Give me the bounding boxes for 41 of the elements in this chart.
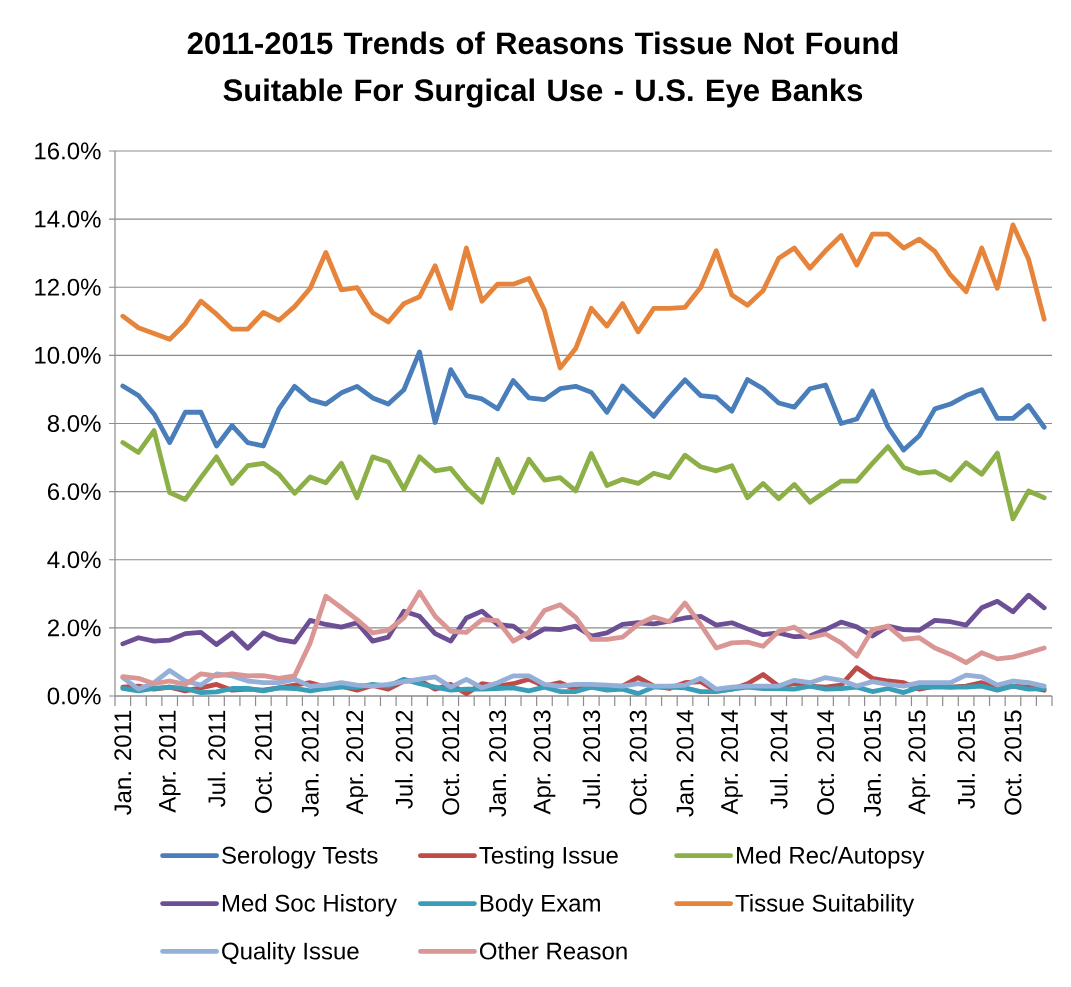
x-tick-label: Jul. 2014	[769, 710, 788, 809]
x-tick-label: Apr. 2011	[158, 710, 181, 813]
line-series	[120, 349, 1047, 453]
legend-label: Serology Tests	[222, 846, 378, 869]
y-tick-label: 12.0%	[35, 278, 101, 296]
x-tick-label: Apr. 2013	[533, 710, 556, 815]
x-tick-label: Jan. 2014	[676, 710, 694, 817]
x-tick-label: Oct. 2013	[629, 710, 647, 815]
legend-label: Med Soc History	[222, 894, 397, 917]
legend-label: Tissue Suitability	[735, 894, 915, 917]
legend-label: Body Exam	[480, 894, 600, 917]
x-tick-label: Oct. 2014	[817, 710, 835, 815]
x-tick-label: Apr. 2012	[346, 710, 368, 815]
chart-title: 2011-2015 Trends of Reasons Tissue Not Found Suitable For Surgical Use - U.S. Eye Banks	[187, 31, 898, 108]
x-tick-label: Oct. 2012	[442, 710, 460, 815]
x-tick-label: Oct. 2015	[1004, 710, 1022, 815]
y-tick-label: 6.0%	[47, 483, 101, 501]
legend-label: Other Reason	[479, 941, 627, 960]
x-tick-label: Oct. 2011	[254, 710, 272, 813]
line-series	[120, 589, 1047, 687]
x-tick-label: Jan. 2015	[863, 710, 881, 817]
y-tick-label: 16.0%	[35, 142, 101, 160]
y-tick-label: 14.0%	[35, 210, 101, 228]
legend-label: Med Rec/Autopsy	[737, 846, 925, 869]
x-tick-label: Jan. 2013	[489, 710, 507, 817]
y-tick-label: 8.0%	[47, 415, 101, 432]
y-tick-label: 2.0%	[47, 619, 101, 637]
y-tick-label: 0.0%	[47, 687, 101, 705]
x-tick-label: Jan. 2011	[114, 710, 132, 816]
line-series	[120, 428, 1047, 522]
x-tick-label: Apr. 2014	[721, 710, 743, 815]
x-tick-label: Apr. 2015	[908, 710, 931, 815]
x-tick-label: Jul. 2011	[207, 710, 226, 807]
x-tick-label: Jul. 2012	[395, 710, 413, 809]
legend-label: Quality Issue	[222, 941, 359, 965]
x-tick-label: Jul. 2015	[957, 710, 975, 809]
legend-label: Testing Issue	[479, 846, 618, 869]
x-tick-label: Jan. 2012	[301, 710, 319, 817]
y-tick-label: 4.0%	[47, 551, 101, 569]
x-tick-label: Jul. 2013	[582, 710, 601, 809]
y-tick-label: 10.0%	[35, 346, 101, 364]
